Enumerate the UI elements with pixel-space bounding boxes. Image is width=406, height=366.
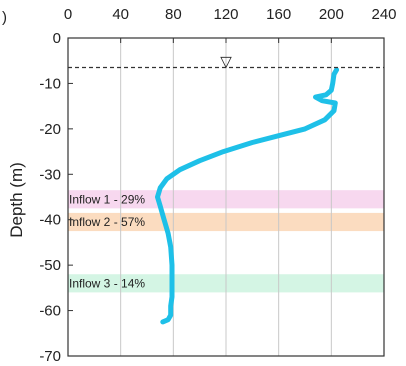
y-tick-label-0: 0 (53, 30, 61, 47)
y-tick-label--60: -60 (39, 303, 61, 320)
water-level-marker: ▽ (220, 54, 232, 71)
x-tick-label-40: 40 (112, 6, 129, 23)
profile-line-1 (155, 67, 340, 325)
y-axis-label: Depth (m) (7, 162, 26, 238)
inflow-band-label-1: Inflow 1 - 29% (69, 192, 145, 206)
y-tick-label--40: -40 (39, 212, 61, 229)
x-tick-label-0: 0 (64, 6, 72, 23)
y-tick-label--30: -30 (39, 166, 61, 183)
inflow-band-label-2: Inflow 2 - 57% (69, 215, 145, 229)
inflow-band-label-3: Inflow 3 - 14% (69, 276, 145, 290)
y-tick-label--70: -70 (39, 348, 61, 365)
x-tick-label-120: 120 (213, 6, 238, 23)
y-tick-label--50: -50 (39, 257, 61, 274)
y-tick-label--20: -20 (39, 121, 61, 138)
x-tick-label-80: 80 (165, 6, 182, 23)
x-tick-label-200: 200 (319, 6, 344, 23)
y-tick-label--10: -10 (39, 75, 61, 92)
x-tick-label-240: 240 (371, 6, 396, 23)
left-edge-fragment: ) (2, 9, 7, 26)
x-tick-label-160: 160 (266, 6, 291, 23)
